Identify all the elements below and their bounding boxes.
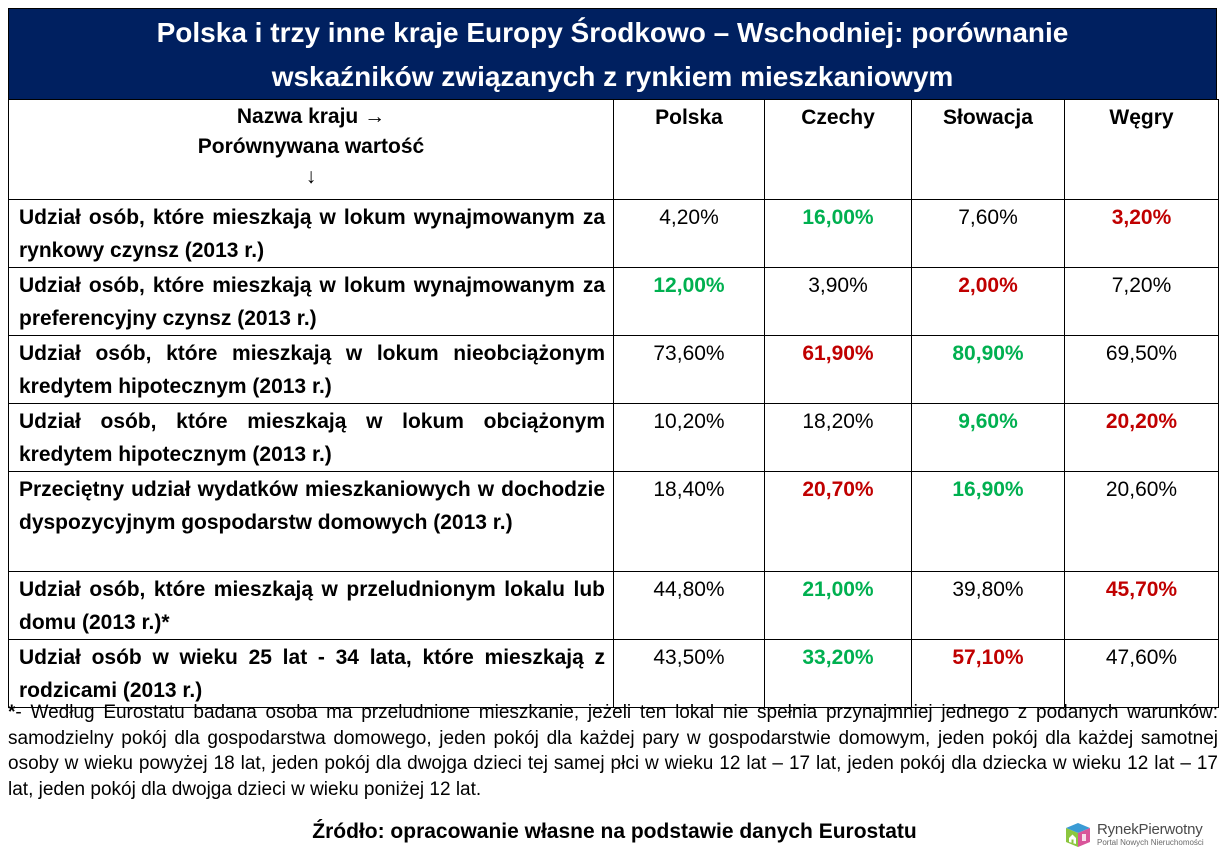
value-cell-wegry: 69,50% bbox=[1064, 335, 1219, 404]
header-label-cell: Nazwa kraju → Porównywana wartość ↓ bbox=[8, 99, 614, 200]
table-row: Udział osób, które mieszkają w przeludni… bbox=[8, 571, 1219, 640]
value-cell-polska: 10,20% bbox=[613, 403, 765, 472]
header-country-label: Nazwa kraju → bbox=[236, 105, 386, 128]
value-cell-polska: 73,60% bbox=[613, 335, 765, 404]
value-cell-slowacja: 2,00% bbox=[911, 267, 1065, 336]
row-label: Udział osób, które mieszkają w lokum obc… bbox=[8, 403, 614, 472]
value-cell-polska: 18,40% bbox=[613, 471, 765, 572]
value-cell-czechy: 18,20% bbox=[764, 403, 912, 472]
value-cell-polska: 4,20% bbox=[613, 199, 765, 268]
source-note: Źródło: opracowanie własne na podstawie … bbox=[312, 820, 917, 843]
column-header-czechy: Czechy bbox=[764, 99, 912, 200]
value-cell-slowacja: 16,90% bbox=[911, 471, 1065, 572]
value-cell-wegry: 45,70% bbox=[1064, 571, 1219, 640]
value-cell-slowacja: 39,80% bbox=[911, 571, 1065, 640]
column-header-polska: Polska bbox=[613, 99, 765, 200]
house-cube-icon bbox=[1066, 823, 1090, 847]
value-cell-polska: 44,80% bbox=[613, 571, 765, 640]
table-row: Udział osób, które mieszkają w lokum wyn… bbox=[8, 267, 1219, 336]
value-cell-czechy: 33,20% bbox=[764, 639, 912, 708]
row-label: Przeciętny udział wydatków mieszkaniowyc… bbox=[8, 471, 614, 572]
table-row: Udział osób, które mieszkają w lokum nie… bbox=[8, 335, 1219, 404]
title-line-2: wskaźników związanych z rynkiem mieszkan… bbox=[271, 61, 954, 92]
value-cell-czechy: 61,90% bbox=[764, 335, 912, 404]
row-label: Udział osób, które mieszkają w lokum nie… bbox=[8, 335, 614, 404]
logo-tagline: Portal Nowych Nieruchomości bbox=[1097, 837, 1204, 847]
value-cell-czechy: 21,00% bbox=[764, 571, 912, 640]
value-cell-polska: 12,00% bbox=[613, 267, 765, 336]
row-label: Udział osób, które mieszkają w lokum wyn… bbox=[8, 267, 614, 336]
row-label: Udział osób, które mieszkają w przeludni… bbox=[8, 571, 614, 640]
page-title: Polska i trzy inne kraje Europy Środkowo… bbox=[8, 8, 1217, 100]
value-cell-wegry: 20,60% bbox=[1064, 471, 1219, 572]
comparison-table: Nazwa kraju → Porównywana wartość ↓ Pols… bbox=[8, 99, 1219, 708]
footnote-text: - Według Eurostatu badana osoba ma przel… bbox=[8, 702, 1218, 800]
title-line-1: Polska i trzy inne kraje Europy Środkowo… bbox=[156, 17, 1069, 48]
brand-logo: RynekPierwotny Portal Nowych Nieruchomoś… bbox=[1063, 816, 1223, 852]
row-label: Udział osób w wieku 25 lat - 34 lata, kt… bbox=[8, 639, 614, 708]
row-label: Udział osób, które mieszkają w lokum wyn… bbox=[8, 199, 614, 268]
value-cell-czechy: 3,90% bbox=[764, 267, 912, 336]
logo-name: RynekPierwotny bbox=[1097, 820, 1203, 838]
table-header-row: Nazwa kraju → Porównywana wartość ↓ Pols… bbox=[8, 99, 1219, 200]
footnote-marker: * bbox=[8, 702, 16, 723]
value-cell-czechy: 20,70% bbox=[764, 471, 912, 572]
table-row: Udział osób, które mieszkają w lokum obc… bbox=[8, 403, 1219, 472]
table-row: Udział osób w wieku 25 lat - 34 lata, kt… bbox=[8, 639, 1219, 708]
header-metric-label: Porównywana wartość bbox=[197, 135, 425, 158]
value-cell-slowacja: 9,60% bbox=[911, 403, 1065, 472]
value-cell-polska: 43,50% bbox=[613, 639, 765, 708]
column-header-wegry: Węgry bbox=[1064, 99, 1219, 200]
value-cell-wegry: 7,20% bbox=[1064, 267, 1219, 336]
table-row: Przeciętny udział wydatków mieszkaniowyc… bbox=[8, 471, 1219, 572]
value-cell-czechy: 16,00% bbox=[764, 199, 912, 268]
value-cell-wegry: 20,20% bbox=[1064, 403, 1219, 472]
value-cell-slowacja: 57,10% bbox=[911, 639, 1065, 708]
value-cell-slowacja: 7,60% bbox=[911, 199, 1065, 268]
value-cell-slowacja: 80,90% bbox=[911, 335, 1065, 404]
column-header-slowacja: Słowacja bbox=[911, 99, 1065, 200]
value-cell-wegry: 47,60% bbox=[1064, 639, 1219, 708]
value-cell-wegry: 3,20% bbox=[1064, 199, 1219, 268]
footnote: *- Według Eurostatu badana osoba ma prze… bbox=[8, 700, 1218, 802]
arrow-down-icon: ↓ bbox=[305, 165, 317, 188]
table-row: Udział osób, które mieszkają w lokum wyn… bbox=[8, 199, 1219, 268]
